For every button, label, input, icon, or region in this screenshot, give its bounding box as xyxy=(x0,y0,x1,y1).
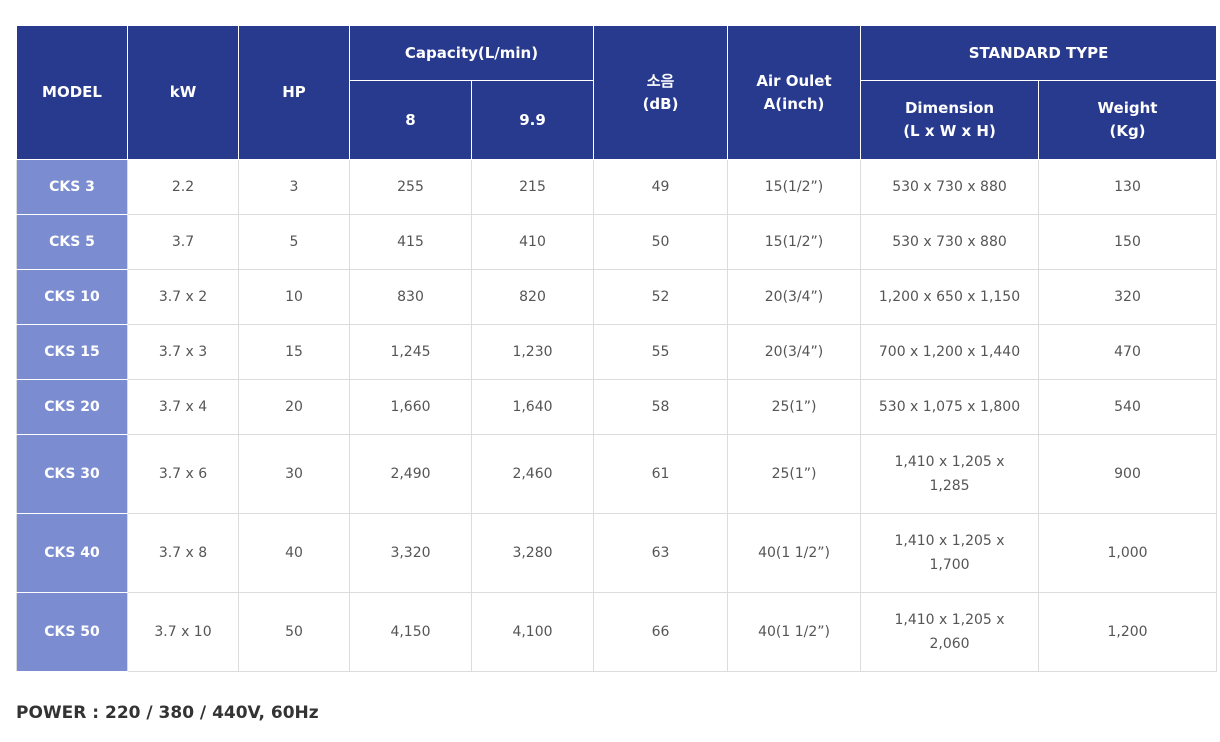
data-cell: 1,640 xyxy=(470,379,595,435)
spec-table: MODEL kW HP Capacity(L/min) 소음 (dB) Air … xyxy=(16,25,1218,672)
data-cell: 2,490 xyxy=(349,434,472,514)
data-cell: 20(3/4”) xyxy=(727,269,862,325)
table-row: CKS 10 3.7 x 2 10 830 820 52 20(3/4”) 1,200 x 6… xyxy=(16,269,1218,325)
data-cell: 3,320 xyxy=(349,513,472,593)
data-cell: 58 xyxy=(593,379,729,435)
data-cell: 25(1”) xyxy=(727,434,862,514)
data-cell: 5 xyxy=(238,214,350,270)
data-cell: 40(1 1/2”) xyxy=(727,592,862,672)
data-cell: 530 x 730 x 880 xyxy=(860,159,1040,215)
data-cell: 40 xyxy=(238,513,350,593)
header-cell: 9.9 xyxy=(470,80,595,160)
data-cell: 15 xyxy=(238,324,350,380)
data-cell: 820 xyxy=(470,269,595,325)
model-cell: CKS 30 xyxy=(16,434,128,514)
header-cell: Capacity(L/min) xyxy=(348,25,595,81)
header-cell: 소음 (dB) xyxy=(593,25,729,160)
model-cell: CKS 3 xyxy=(16,159,128,215)
data-cell: 20(3/4”) xyxy=(727,324,862,380)
data-cell: 25(1”) xyxy=(727,379,862,435)
table-row: CKS 5 3.7 5 415 410 50 15(1/2”) 530 x 730 x 880… xyxy=(16,214,1218,270)
data-cell: 55 xyxy=(593,324,729,380)
data-cell: 1,230 xyxy=(470,324,595,380)
data-cell: 3.7 x 2 xyxy=(127,269,239,325)
data-cell: 700 x 1,200 x 1,440 xyxy=(860,324,1040,380)
data-cell: 320 xyxy=(1038,269,1218,325)
model-cell: CKS 10 xyxy=(16,269,128,325)
data-cell: 15(1/2”) xyxy=(727,214,862,270)
data-cell: 1,200 x 650 x 1,150 xyxy=(860,269,1040,325)
data-cell: 3.7 x 10 xyxy=(127,592,239,672)
data-cell: 530 x 730 x 880 xyxy=(860,214,1040,270)
data-cell: 255 xyxy=(349,159,472,215)
data-cell: 10 xyxy=(238,269,350,325)
model-cell: CKS 20 xyxy=(16,379,128,435)
data-cell: 470 xyxy=(1038,324,1218,380)
data-cell: 1,410 x 1,205 x 1,700 xyxy=(860,513,1040,593)
data-cell: 830 xyxy=(349,269,472,325)
data-cell: 20 xyxy=(238,379,350,435)
data-cell: 3,280 xyxy=(470,513,595,593)
data-cell: 2,460 xyxy=(470,434,595,514)
model-cell: CKS 40 xyxy=(16,513,128,593)
header-cell: HP xyxy=(238,25,350,160)
data-cell: 410 xyxy=(470,214,595,270)
header-cell: MODEL xyxy=(16,25,128,160)
table-row: CKS 20 3.7 x 4 20 1,660 1,640 58 25(1”) 530 x 1… xyxy=(16,379,1218,435)
data-cell: 1,000 xyxy=(1038,513,1218,593)
header-cell: STANDARD TYPE xyxy=(860,25,1218,81)
data-cell: 15(1/2”) xyxy=(727,159,862,215)
footer-note: POWER : 220 / 380 / 440V, 60Hz xyxy=(16,703,319,723)
data-cell: 3.7 x 4 xyxy=(127,379,239,435)
data-cell: 415 xyxy=(349,214,472,270)
data-cell: 4,150 xyxy=(349,592,472,672)
data-cell: 3 xyxy=(238,159,350,215)
data-cell: 1,660 xyxy=(349,379,472,435)
model-cell: CKS 15 xyxy=(16,324,128,380)
data-cell: 540 xyxy=(1038,379,1218,435)
data-cell: 3.7 xyxy=(127,214,239,270)
data-cell: 1,200 xyxy=(1038,592,1218,672)
model-cell: CKS 5 xyxy=(16,214,128,270)
data-cell: 50 xyxy=(593,214,729,270)
table-row: CKS 50 3.7 x 10 50 4,150 4,100 66 40(1 1/2”) 1,… xyxy=(16,592,1218,672)
data-cell: 63 xyxy=(593,513,729,593)
header-cell: Dimension (L x W x H) xyxy=(860,80,1040,160)
table-body: CKS 3 2.2 3 255 215 49 15(1/2”) 530 x 730 x 880… xyxy=(16,159,1218,672)
header-cell: Air Oulet A(inch) xyxy=(727,25,862,160)
table-row: CKS 40 3.7 x 8 40 3,320 3,280 63 40(1 1/2”) 1,4… xyxy=(16,513,1218,593)
data-cell: 50 xyxy=(238,592,350,672)
data-cell: 1,245 xyxy=(349,324,472,380)
data-cell: 52 xyxy=(593,269,729,325)
data-cell: 130 xyxy=(1038,159,1218,215)
data-cell: 40(1 1/2”) xyxy=(727,513,862,593)
table-row: CKS 3 2.2 3 255 215 49 15(1/2”) 530 x 730 x 880… xyxy=(16,159,1218,215)
data-cell: 1,410 x 1,205 x 2,060 xyxy=(860,592,1040,672)
data-cell: 530 x 1,075 x 1,800 xyxy=(860,379,1040,435)
model-cell: CKS 50 xyxy=(16,592,128,672)
data-cell: 900 xyxy=(1038,434,1218,514)
header-cell: Weight (Kg) xyxy=(1038,80,1218,160)
header-cell: 8 xyxy=(349,80,472,160)
data-cell: 49 xyxy=(593,159,729,215)
header-cell: kW xyxy=(127,25,239,160)
table-row: CKS 15 3.7 x 3 15 1,245 1,230 55 20(3/4”) 700 x… xyxy=(16,324,1218,380)
data-cell: 3.7 x 6 xyxy=(127,434,239,514)
data-cell: 30 xyxy=(238,434,350,514)
data-cell: 3.7 x 3 xyxy=(127,324,239,380)
data-cell: 215 xyxy=(470,159,595,215)
data-cell: 66 xyxy=(593,592,729,672)
data-cell: 61 xyxy=(593,434,729,514)
data-cell: 3.7 x 8 xyxy=(127,513,239,593)
data-cell: 1,410 x 1,205 x 1,285 xyxy=(860,434,1040,514)
data-cell: 4,100 xyxy=(470,592,595,672)
data-cell: 2.2 xyxy=(127,159,239,215)
table-row: CKS 30 3.7 x 6 30 2,490 2,460 61 25(1”) 1,410 x… xyxy=(16,434,1218,514)
data-cell: 150 xyxy=(1038,214,1218,270)
